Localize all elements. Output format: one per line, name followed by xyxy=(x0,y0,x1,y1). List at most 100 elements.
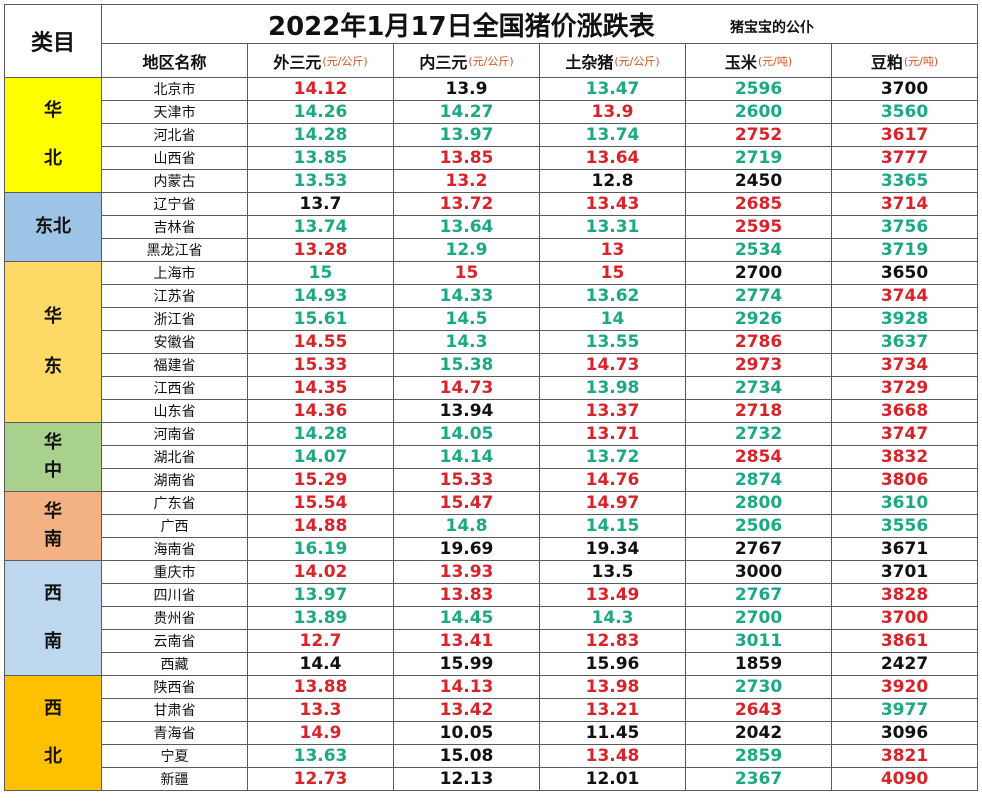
price-cell: 13.64 xyxy=(540,147,686,170)
price-cell: 2718 xyxy=(686,400,832,423)
price-cell: 15 xyxy=(540,262,686,285)
province-name: 陕西省 xyxy=(102,676,248,699)
price-cell: 3729 xyxy=(832,377,978,400)
province-name: 山东省 xyxy=(102,400,248,423)
price-cell: 13.2 xyxy=(394,170,540,193)
price-cell: 3556 xyxy=(832,515,978,538)
price-cell: 3821 xyxy=(832,745,978,768)
price-cell: 12.8 xyxy=(540,170,686,193)
price-cell: 13.98 xyxy=(540,377,686,400)
region-label-line: 东 xyxy=(44,356,62,377)
region-label-line: 华 xyxy=(44,306,62,327)
price-cell: 13.41 xyxy=(394,630,540,653)
price-cell: 14.28 xyxy=(248,423,394,446)
price-cell: 13.3 xyxy=(248,699,394,722)
province-name: 湖北省 xyxy=(102,446,248,469)
price-cell: 13.64 xyxy=(394,216,540,239)
province-name: 云南省 xyxy=(102,630,248,653)
province-name: 贵州省 xyxy=(102,607,248,630)
price-cell: 14.3 xyxy=(394,331,540,354)
price-cell: 13.53 xyxy=(248,170,394,193)
price-cell: 2596 xyxy=(686,78,832,101)
price-cell: 13.89 xyxy=(248,607,394,630)
price-cell: 15.61 xyxy=(248,308,394,331)
price-cell: 12.13 xyxy=(394,768,540,791)
price-cell: 14.13 xyxy=(394,676,540,699)
header-col-unit: (元/吨) xyxy=(757,54,793,68)
province-name: 黑龙江省 xyxy=(102,239,248,262)
price-cell: 13.63 xyxy=(248,745,394,768)
price-cell: 2506 xyxy=(686,515,832,538)
price-cell: 2042 xyxy=(686,722,832,745)
price-cell: 3096 xyxy=(832,722,978,745)
price-cell: 13.37 xyxy=(540,400,686,423)
header-col-unit: (元/吨) xyxy=(903,54,939,68)
price-cell: 2427 xyxy=(832,653,978,676)
header-col-2: 内三元 (元/公斤) xyxy=(394,44,540,78)
price-cell: 13.28 xyxy=(248,239,394,262)
header-col-5: 豆粕 (元/吨) xyxy=(832,44,978,78)
province-name: 辽宁省 xyxy=(102,193,248,216)
price-cell: 14.28 xyxy=(248,124,394,147)
header-region-name: 地区名称 xyxy=(102,44,248,78)
region-label-line: 南 xyxy=(44,631,62,652)
price-cell: 3744 xyxy=(832,285,978,308)
price-cell: 13.7 xyxy=(248,193,394,216)
price-cell: 14.5 xyxy=(394,308,540,331)
region-label-line: 东北 xyxy=(35,216,71,237)
region-label: 华中 xyxy=(4,423,102,492)
price-cell: 14.45 xyxy=(394,607,540,630)
price-cell: 14.36 xyxy=(248,400,394,423)
price-cell: 2367 xyxy=(686,768,832,791)
price-cell: 2859 xyxy=(686,745,832,768)
price-cell: 2973 xyxy=(686,354,832,377)
price-cell: 13.5 xyxy=(540,561,686,584)
region-label-line: 华 xyxy=(44,432,62,453)
price-cell: 1859 xyxy=(686,653,832,676)
price-cell: 14.93 xyxy=(248,285,394,308)
price-cell: 2685 xyxy=(686,193,832,216)
price-cell: 4090 xyxy=(832,768,978,791)
price-cell: 13.21 xyxy=(540,699,686,722)
province-name: 安徽省 xyxy=(102,331,248,354)
province-name: 宁夏 xyxy=(102,745,248,768)
page-title: 2022年1月17日全国猪价涨跌表 xyxy=(102,4,978,44)
province-name: 福建省 xyxy=(102,354,248,377)
region-label-line: 华 xyxy=(44,100,62,121)
price-cell: 15.96 xyxy=(540,653,686,676)
price-cell: 3650 xyxy=(832,262,978,285)
price-cell: 2854 xyxy=(686,446,832,469)
price-cell: 2534 xyxy=(686,239,832,262)
province-name: 内蒙古 xyxy=(102,170,248,193)
price-cell: 15.47 xyxy=(394,492,540,515)
province-name: 山西省 xyxy=(102,147,248,170)
price-cell: 3671 xyxy=(832,538,978,561)
price-cell: 13.55 xyxy=(540,331,686,354)
price-cell: 3617 xyxy=(832,124,978,147)
price-cell: 3861 xyxy=(832,630,978,653)
price-cell: 13.97 xyxy=(248,584,394,607)
province-name: 江苏省 xyxy=(102,285,248,308)
price-cell: 3756 xyxy=(832,216,978,239)
header-col-name: 土杂猪 xyxy=(565,52,614,72)
province-name: 广西 xyxy=(102,515,248,538)
region-label: 西南 xyxy=(4,561,102,676)
price-cell: 3011 xyxy=(686,630,832,653)
price-cell: 13 xyxy=(540,239,686,262)
price-cell: 13.98 xyxy=(540,676,686,699)
header-col-name: 豆粕 xyxy=(870,52,903,72)
price-cell: 2786 xyxy=(686,331,832,354)
price-cell: 2595 xyxy=(686,216,832,239)
header-col-unit: (元/公斤) xyxy=(322,54,368,68)
price-cell: 3719 xyxy=(832,239,978,262)
price-cell: 3714 xyxy=(832,193,978,216)
price-cell: 14.27 xyxy=(394,101,540,124)
header-col-1: 外三元 (元/公斤) xyxy=(248,44,394,78)
price-cell: 2734 xyxy=(686,377,832,400)
price-cell: 2700 xyxy=(686,262,832,285)
province-name: 江西省 xyxy=(102,377,248,400)
price-cell: 13.49 xyxy=(540,584,686,607)
price-cell: 15.33 xyxy=(394,469,540,492)
region-label: 华南 xyxy=(4,492,102,561)
